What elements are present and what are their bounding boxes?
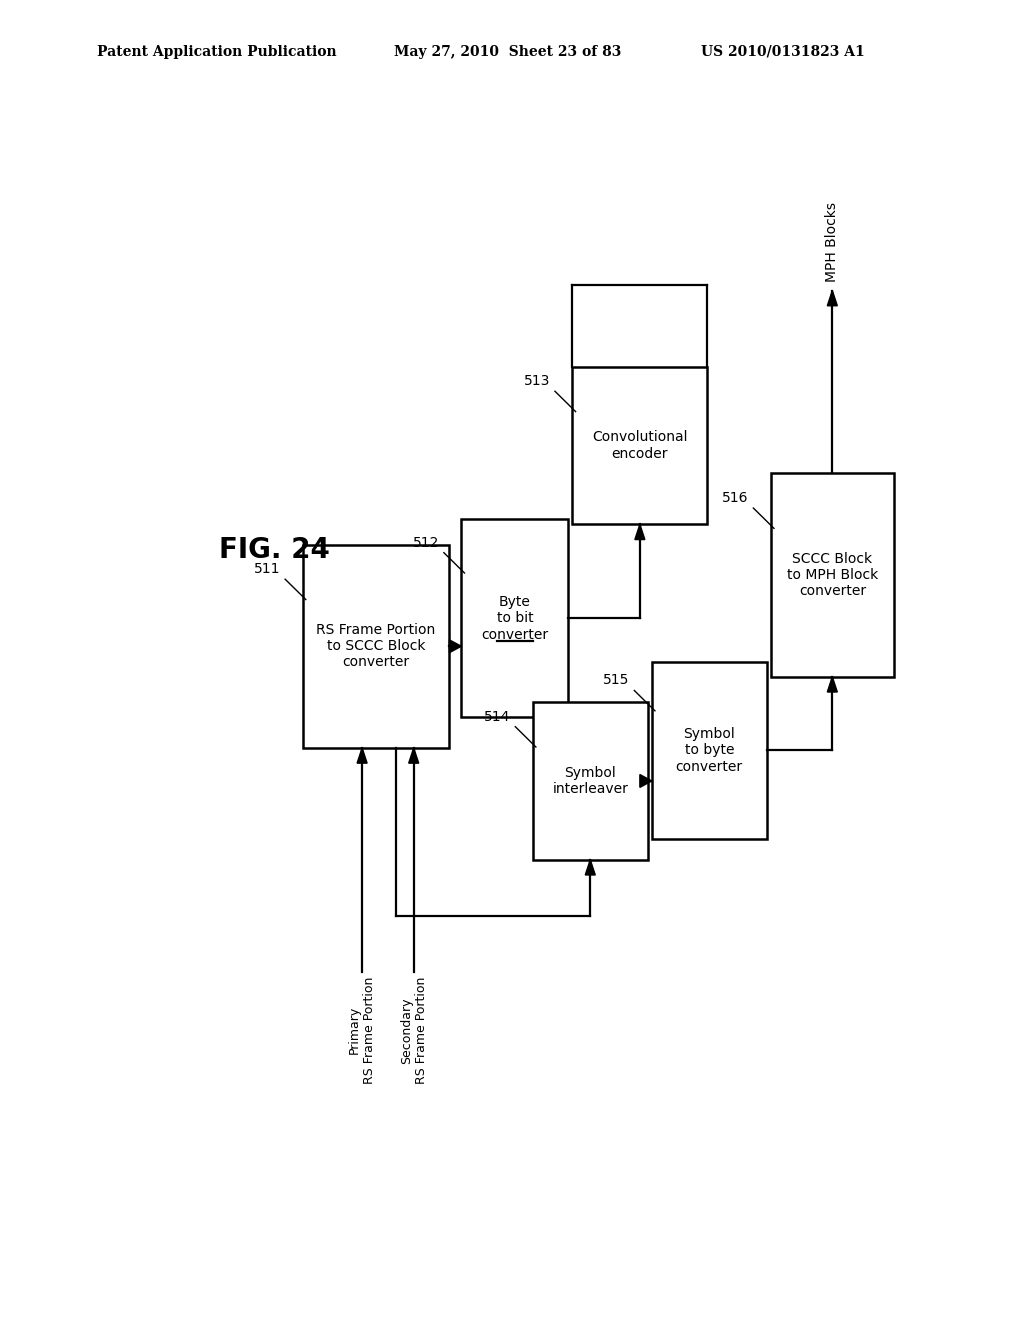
Text: Primary
RS Frame Portion: Primary RS Frame Portion [348,977,376,1084]
Text: 511: 511 [254,562,281,576]
Text: May 27, 2010  Sheet 23 of 83: May 27, 2010 Sheet 23 of 83 [394,45,622,59]
Text: 515: 515 [603,673,630,688]
Polygon shape [635,524,645,540]
Text: SCCC Block
to MPH Block
converter: SCCC Block to MPH Block converter [786,552,878,598]
Text: 516: 516 [722,491,749,506]
Text: Patent Application Publication: Patent Application Publication [97,45,337,59]
Text: Secondary
RS Frame Portion: Secondary RS Frame Portion [399,977,428,1084]
Bar [532,702,648,859]
Polygon shape [827,677,838,692]
Text: Convolutional
encoder: Convolutional encoder [592,430,688,461]
Polygon shape [640,775,652,787]
Text: MPH Blocks: MPH Blocks [825,202,840,282]
Text: 513: 513 [524,374,550,388]
Text: RS Frame Portion
to SCCC Block
converter: RS Frame Portion to SCCC Block converter [316,623,435,669]
Bar [652,661,767,840]
Text: Symbol
to byte
converter: Symbol to byte converter [676,727,742,774]
Polygon shape [586,859,595,875]
Text: 512: 512 [413,536,439,549]
Bar [303,545,450,748]
Polygon shape [450,640,461,652]
Text: FIG. 24: FIG. 24 [219,536,330,564]
Polygon shape [409,748,419,763]
Bar [771,474,894,677]
Polygon shape [827,290,838,306]
Text: Byte
to bit
converter: Byte to bit converter [481,595,549,642]
Text: 514: 514 [484,710,511,723]
Polygon shape [357,748,368,763]
Bar [572,367,708,524]
Text: Symbol
interleaver: Symbol interleaver [552,766,628,796]
Text: US 2010/0131823 A1: US 2010/0131823 A1 [701,45,865,59]
Bar [461,519,568,718]
